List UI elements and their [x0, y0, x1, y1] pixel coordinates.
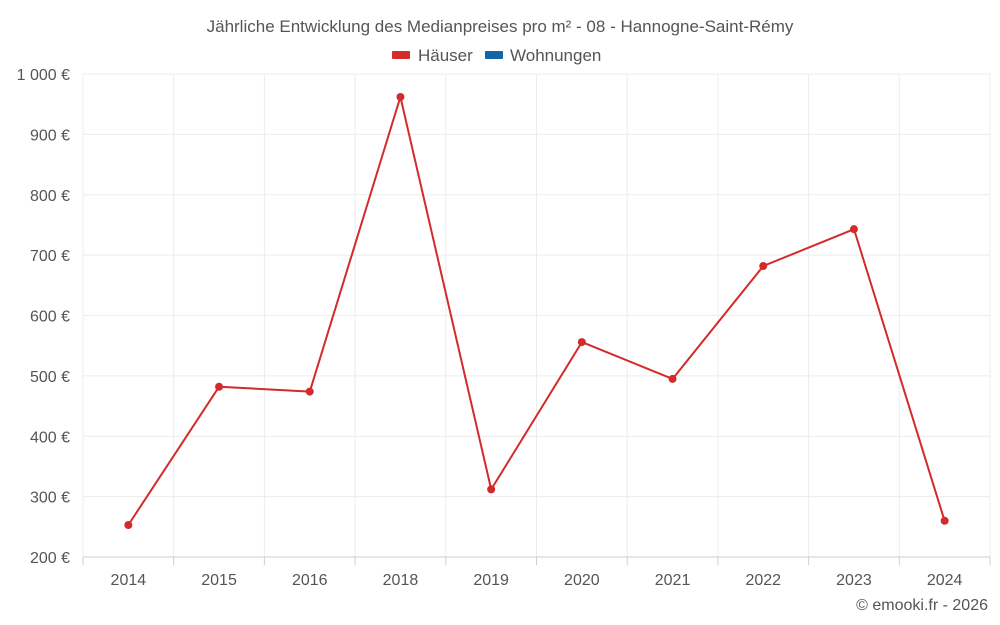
data-point[interactable] — [577, 338, 586, 347]
data-point[interactable] — [849, 225, 858, 234]
x-tick-label: 2022 — [745, 572, 781, 589]
x-tick-label: 2019 — [473, 572, 509, 589]
y-tick-label: 700 € — [30, 248, 70, 265]
legend-swatch — [485, 51, 503, 59]
x-tick-label: 2020 — [564, 572, 600, 589]
y-tick-label: 300 € — [30, 490, 70, 507]
series-layer — [124, 92, 949, 530]
data-point[interactable] — [124, 521, 133, 530]
data-point[interactable] — [759, 261, 768, 270]
legend: Häuser Wohnungen — [392, 46, 601, 65]
y-tick-label: 500 € — [30, 369, 70, 386]
credit-text: © emooki.fr - 2026 — [856, 597, 988, 614]
x-tick-label: 2023 — [836, 572, 872, 589]
legend-item-haeuser[interactable]: Häuser — [392, 46, 473, 65]
y-tick-label: 900 € — [30, 127, 70, 144]
legend-label: Wohnungen — [510, 46, 601, 65]
data-point[interactable] — [940, 516, 949, 525]
x-tick-label: 2015 — [201, 572, 237, 589]
y-tick-label: 400 € — [30, 429, 70, 446]
y-tick-label: 800 € — [30, 188, 70, 205]
y-tick-label: 600 € — [30, 309, 70, 326]
y-tick-label: 200 € — [30, 550, 70, 567]
y-tick-label: 1 000 € — [17, 67, 70, 84]
legend-label: Häuser — [418, 46, 473, 65]
data-point[interactable] — [396, 92, 405, 101]
data-point[interactable] — [215, 382, 224, 391]
x-tick-label: 2018 — [383, 572, 419, 589]
legend-item-wohnungen[interactable]: Wohnungen — [485, 46, 601, 65]
series-line-haeuser — [127, 95, 946, 526]
legend-swatch — [392, 51, 410, 59]
grid-layer — [82, 73, 991, 557]
x-tick-label: 2021 — [655, 572, 691, 589]
x-tick-label: 2014 — [111, 572, 147, 589]
axis-layer: 200 € 300 € 400 € 500 € 600 € 700 € 800 € 900 €… — [17, 67, 991, 589]
data-point[interactable] — [305, 387, 314, 396]
x-tick-label: 2024 — [927, 572, 963, 589]
chart-title: Jährliche Entwicklung des Medianpreises … — [207, 17, 794, 36]
data-point[interactable] — [487, 485, 496, 494]
data-point[interactable] — [668, 374, 677, 383]
x-tick-label: 2016 — [292, 572, 328, 589]
